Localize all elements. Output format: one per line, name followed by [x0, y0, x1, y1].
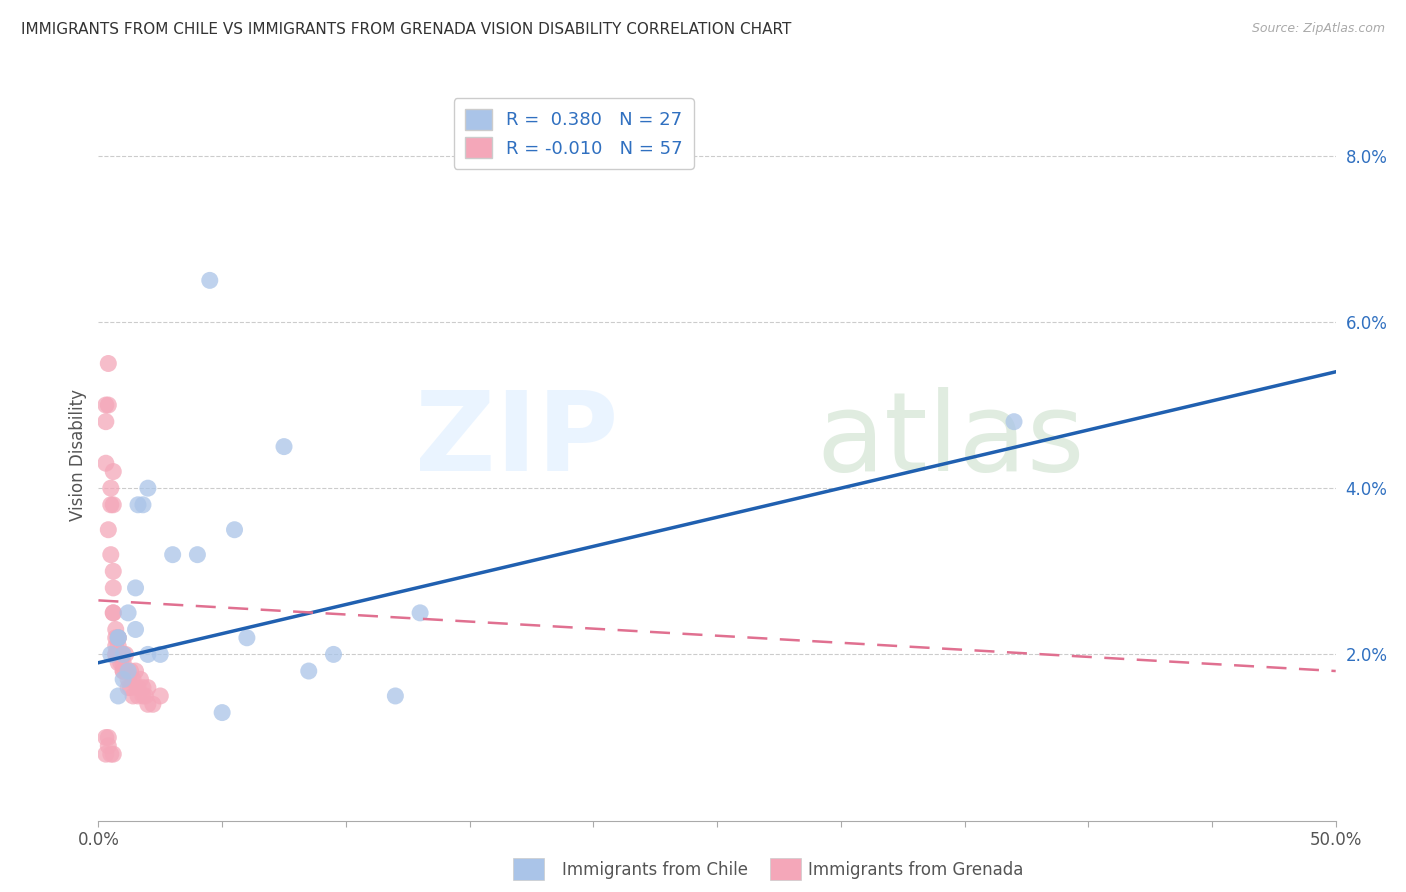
Point [110, 648, 132, 662]
Point [298, 664, 321, 678]
Point [117, 606, 139, 620]
Point [97, 731, 120, 745]
Point [94, 731, 117, 745]
Point [127, 689, 149, 703]
Point [104, 648, 127, 662]
Point [236, 631, 259, 645]
Point [124, 623, 146, 637]
Point [114, 664, 136, 678]
Point [94, 456, 117, 470]
Point [107, 631, 129, 645]
Point [186, 548, 208, 562]
Point [132, 689, 155, 703]
Point [94, 747, 117, 761]
Point [409, 606, 432, 620]
Text: IMMIGRANTS FROM CHILE VS IMMIGRANTS FROM GRENADA VISION DISABILITY CORRELATION C: IMMIGRANTS FROM CHILE VS IMMIGRANTS FROM… [21, 22, 792, 37]
Point [104, 623, 127, 637]
Text: atlas: atlas [815, 387, 1084, 494]
Point [142, 698, 165, 712]
Text: ZIP: ZIP [415, 387, 619, 494]
Point [107, 648, 129, 662]
Point [120, 664, 142, 678]
Point [104, 648, 127, 662]
Point [198, 273, 221, 287]
Point [100, 747, 122, 761]
Point [100, 648, 122, 662]
Point [107, 631, 129, 645]
Point [117, 681, 139, 695]
Point [1002, 415, 1025, 429]
Point [122, 689, 145, 703]
Point [107, 656, 129, 670]
Point [384, 689, 406, 703]
Point [112, 648, 135, 662]
Point [134, 689, 156, 703]
Text: Immigrants from Grenada: Immigrants from Grenada [808, 861, 1024, 879]
Point [129, 673, 152, 687]
Point [273, 440, 295, 454]
Point [107, 631, 129, 645]
Point [107, 639, 129, 653]
Point [322, 648, 344, 662]
Point [110, 656, 132, 670]
Point [149, 648, 172, 662]
Point [120, 681, 142, 695]
Point [103, 465, 125, 479]
Legend: R =  0.380   N = 27, R = -0.010   N = 57: R = 0.380 N = 27, R = -0.010 N = 57 [454, 98, 693, 169]
Point [94, 398, 117, 412]
Point [149, 689, 172, 703]
Point [97, 356, 120, 371]
Text: Immigrants from Chile: Immigrants from Chile [562, 861, 748, 879]
Point [97, 739, 120, 753]
Point [117, 664, 139, 678]
Point [127, 498, 149, 512]
Point [114, 648, 136, 662]
Point [103, 606, 125, 620]
Point [136, 698, 159, 712]
Point [112, 656, 135, 670]
Point [132, 681, 155, 695]
Point [103, 564, 125, 578]
Point [107, 689, 129, 703]
Point [136, 648, 159, 662]
Point [132, 498, 155, 512]
Point [127, 681, 149, 695]
Point [103, 747, 125, 761]
Y-axis label: Vision Disability: Vision Disability [69, 389, 87, 521]
Point [103, 498, 125, 512]
Point [103, 581, 125, 595]
Point [136, 681, 159, 695]
Point [107, 648, 129, 662]
Point [100, 481, 122, 495]
Point [211, 706, 233, 720]
Point [104, 631, 127, 645]
Point [100, 548, 122, 562]
Text: Source: ZipAtlas.com: Source: ZipAtlas.com [1251, 22, 1385, 36]
Point [94, 415, 117, 429]
Point [112, 648, 135, 662]
Point [107, 631, 129, 645]
Point [124, 664, 146, 678]
Point [97, 523, 120, 537]
Point [103, 606, 125, 620]
Point [117, 673, 139, 687]
Point [112, 664, 135, 678]
Point [136, 481, 159, 495]
Point [124, 581, 146, 595]
Point [224, 523, 246, 537]
Point [162, 548, 184, 562]
Point [104, 639, 127, 653]
Point [100, 498, 122, 512]
Point [112, 673, 135, 687]
Point [122, 673, 145, 687]
Point [97, 398, 120, 412]
Point [112, 664, 135, 678]
